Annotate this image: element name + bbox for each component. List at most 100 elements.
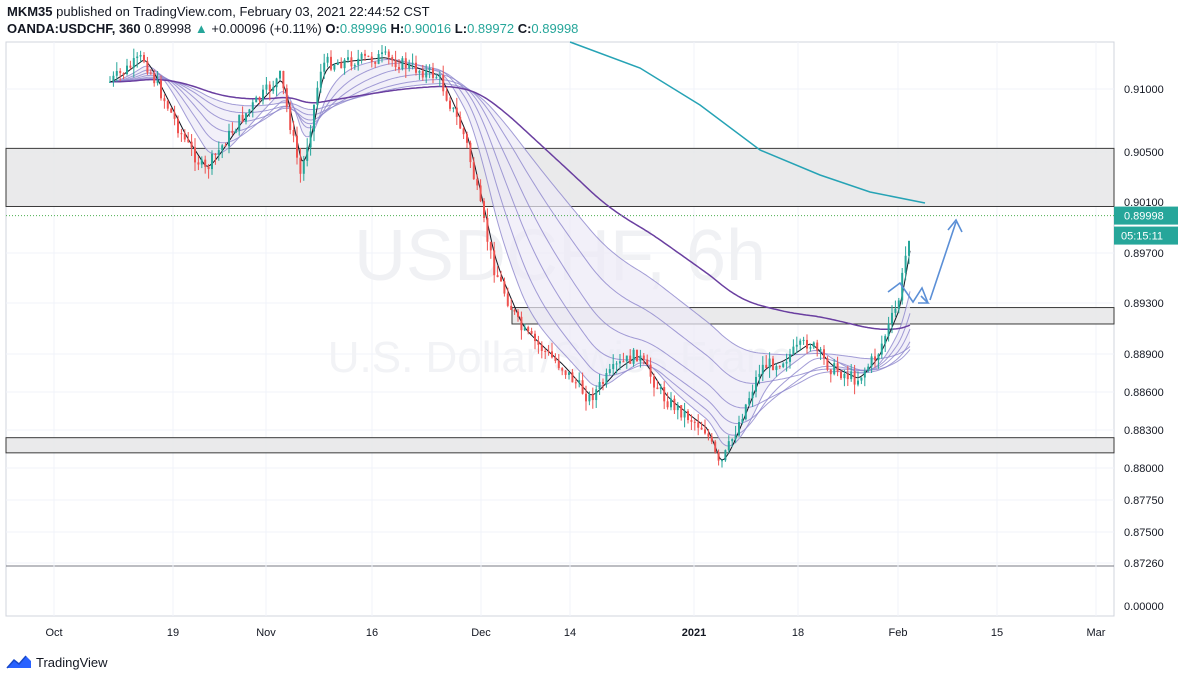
candle-body bbox=[823, 349, 825, 359]
candle-body bbox=[418, 71, 421, 73]
x-tick-label: Dec bbox=[471, 627, 491, 639]
candle-body bbox=[160, 80, 162, 99]
candle-body bbox=[115, 70, 118, 76]
up-arrow-icon: ▲ bbox=[194, 21, 208, 36]
candle-body bbox=[255, 97, 258, 103]
price-axis[interactable]: 0.91000 0.90500 0.90100 0.89700 0.89300 0.889… bbox=[1124, 84, 1164, 613]
y-tick-label: 0.89700 bbox=[1124, 248, 1164, 260]
candle-body bbox=[279, 70, 281, 79]
candle-body bbox=[561, 368, 564, 371]
candle-body bbox=[398, 67, 400, 70]
candle-body bbox=[812, 342, 815, 348]
candle-body bbox=[632, 349, 635, 364]
candle-body bbox=[836, 363, 839, 372]
candle-body bbox=[391, 57, 394, 61]
candle-body bbox=[445, 91, 448, 101]
candle-body bbox=[775, 366, 778, 370]
candle-body bbox=[595, 389, 598, 401]
candle-body bbox=[751, 391, 754, 399]
candle-body bbox=[517, 311, 519, 317]
candle-body bbox=[204, 159, 207, 167]
price-tags: 0.89998 05:15:11 bbox=[6, 206, 1178, 245]
candle-body bbox=[714, 441, 717, 453]
candle-body bbox=[588, 394, 591, 402]
x-tick-label: Oct bbox=[45, 627, 62, 639]
candle-body bbox=[897, 300, 900, 309]
candle-body bbox=[799, 340, 802, 345]
candle-body bbox=[863, 370, 866, 378]
candle-body bbox=[268, 84, 271, 92]
y-tick-label: 0.90500 bbox=[1124, 147, 1164, 159]
candle-body bbox=[139, 54, 142, 57]
candle-body bbox=[877, 354, 880, 361]
candle-body bbox=[442, 74, 445, 92]
candle-body bbox=[598, 381, 601, 390]
candle-body bbox=[510, 305, 513, 310]
candle-body bbox=[615, 363, 618, 365]
candle-body bbox=[724, 450, 727, 461]
candle-body bbox=[748, 398, 751, 405]
y-tick-label: 0.91000 bbox=[1124, 84, 1164, 96]
price-chart[interactable]: USDCHF, 6h U.S. Dollar/Swiss Franc 0.910… bbox=[0, 0, 1188, 650]
candle-body bbox=[224, 145, 227, 147]
y-tick-label: 0.88000 bbox=[1124, 463, 1164, 475]
candle-body bbox=[884, 336, 887, 344]
last-price: 0.89998 bbox=[144, 21, 192, 36]
author-name[interactable]: MKM35 bbox=[7, 4, 53, 19]
candle-body bbox=[248, 109, 251, 114]
candle-body bbox=[122, 73, 125, 75]
candle-body bbox=[296, 135, 298, 158]
candle-body bbox=[340, 62, 343, 69]
candle-body bbox=[187, 139, 190, 142]
candle-body bbox=[166, 101, 169, 109]
candle-body bbox=[438, 74, 441, 78]
candle-body bbox=[319, 71, 322, 88]
candle-body bbox=[353, 64, 356, 67]
ma-ribbon-line bbox=[109, 76, 911, 384]
candle-body bbox=[816, 342, 819, 351]
candle-body bbox=[520, 316, 523, 331]
candle-body bbox=[625, 355, 628, 362]
tradingview-logo[interactable]: TradingView bbox=[6, 654, 108, 670]
x-tick-label: Nov bbox=[256, 627, 276, 639]
candle-body bbox=[676, 405, 679, 411]
candle-body bbox=[299, 157, 302, 174]
y-tick-label: 0.88600 bbox=[1124, 387, 1164, 399]
time-axis[interactable]: Oct 19 Nov 16 Dec 14 2021 18 Feb 15 Mar bbox=[45, 627, 1105, 639]
y-tick-label: 0.87750 bbox=[1124, 495, 1164, 507]
candle-body bbox=[245, 113, 247, 122]
candle-body bbox=[323, 62, 326, 72]
ma200-line bbox=[569, 41, 926, 204]
x-tick-label: 15 bbox=[991, 627, 1003, 639]
candle-body bbox=[459, 116, 462, 129]
ma100-line bbox=[110, 78, 911, 331]
candle-body bbox=[908, 240, 910, 256]
open-value: 0.89996 bbox=[339, 21, 387, 36]
candle-body bbox=[568, 372, 570, 375]
candle-body bbox=[163, 98, 166, 102]
candle-body bbox=[819, 349, 822, 351]
tradingview-logo-icon bbox=[6, 655, 31, 669]
high-label: H: bbox=[390, 21, 405, 36]
candle-body bbox=[612, 363, 615, 370]
candle-body bbox=[741, 419, 744, 423]
candle-body bbox=[537, 341, 540, 345]
symbol-label[interactable]: OANDA:USDCHF, 360 bbox=[7, 21, 141, 36]
candle-body bbox=[731, 439, 734, 442]
candle-body bbox=[778, 366, 781, 368]
candle-body bbox=[683, 411, 686, 418]
candle-body bbox=[469, 142, 472, 163]
candle-body bbox=[527, 327, 530, 332]
candle-body bbox=[540, 344, 543, 351]
candle-body bbox=[857, 380, 859, 385]
candle-body bbox=[602, 381, 604, 384]
candle-body bbox=[513, 309, 516, 312]
candle-body bbox=[231, 130, 234, 133]
candle-body bbox=[282, 70, 285, 89]
candle-body bbox=[666, 401, 669, 408]
candle-body bbox=[136, 56, 139, 59]
candle-body bbox=[700, 427, 703, 430]
candle-body bbox=[523, 327, 526, 331]
candle-body bbox=[659, 387, 662, 390]
candle-body bbox=[153, 73, 156, 84]
